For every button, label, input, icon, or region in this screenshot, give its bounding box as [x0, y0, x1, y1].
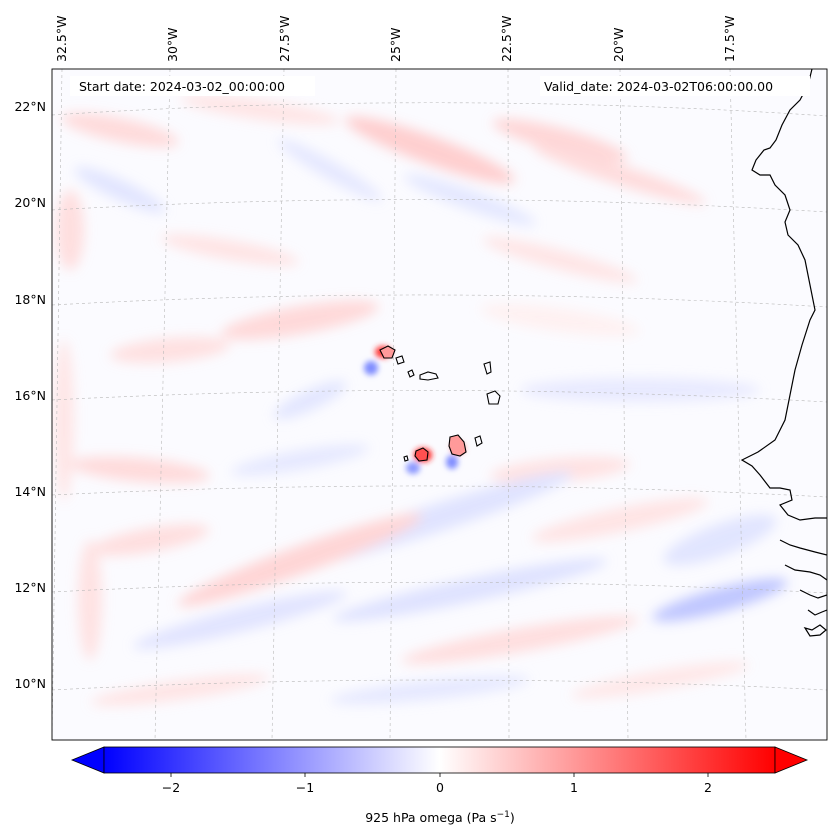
- colorbar-tick-label: 0: [436, 780, 444, 795]
- lat-tick-label: 12°N: [14, 580, 46, 595]
- lon-tick-label: 27.5°W: [277, 16, 292, 62]
- valid-date-box: [540, 76, 810, 96]
- lon-tick-label: 22.5°W: [499, 16, 514, 62]
- start-date-box: [70, 76, 315, 96]
- colorbar-extend-high: [774, 746, 809, 774]
- valid-date-label: Valid_date: 2024-03-02T06:00:00.00: [544, 79, 773, 94]
- lat-tick-label: 18°N: [14, 292, 46, 307]
- cape-verde-islands: [379, 345, 501, 462]
- colorbar: −2 −1 0 1 2 925 hPa omega (Pa s−1): [70, 746, 809, 825]
- colorbar-tick-label: 1: [570, 780, 578, 795]
- start-date-label: Start date: 2024-03-02_00:00:00: [79, 79, 285, 94]
- colorbar-tick-label: −2: [162, 780, 180, 795]
- omega-field: [54, 95, 788, 706]
- colorbar-extend-low: [70, 746, 105, 774]
- lon-tick-label: 17.5°W: [722, 16, 737, 62]
- map-frame: [51, 68, 828, 741]
- coastline: [740, 69, 827, 637]
- lat-tick-label: 14°N: [14, 484, 46, 499]
- lat-tick-label: 20°N: [14, 195, 46, 210]
- lat-tick-label: 22°N: [14, 99, 46, 114]
- graticule: [52, 69, 827, 740]
- lon-tick-label: 20°W: [611, 27, 626, 62]
- lon-tick-label: 25°W: [388, 27, 403, 62]
- lat-tick-label: 10°N: [14, 676, 46, 691]
- colorbar-title: 925 hPa omega (Pa s−1): [365, 810, 515, 825]
- colorbar-tick-label: −1: [296, 780, 314, 795]
- lon-tick-label: 32.5°W: [54, 16, 69, 62]
- lat-tick-labels: 22°N 20°N 18°N 16°N 14°N 12°N 10°N: [14, 99, 46, 691]
- lon-tick-labels: 32.5°W 30°W 27.5°W 25°W 22.5°W 20°W 17.5…: [54, 16, 737, 62]
- colorbar-body: [103, 746, 776, 774]
- lat-tick-label: 16°N: [14, 388, 46, 403]
- colorbar-tick-label: 2: [704, 780, 712, 795]
- lon-tick-label: 30°W: [165, 27, 180, 62]
